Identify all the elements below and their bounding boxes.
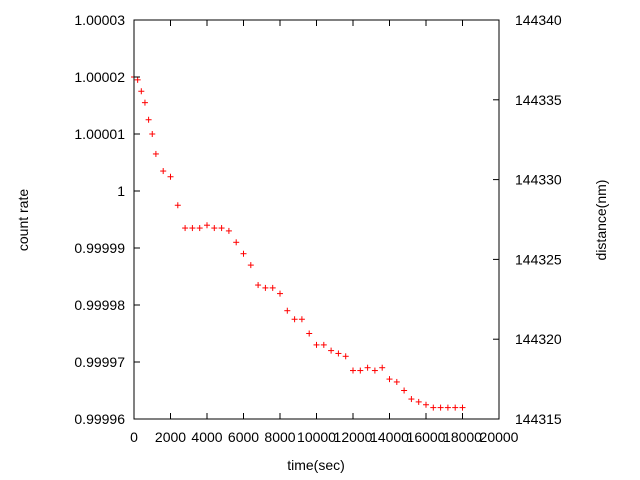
data-point [211,225,218,232]
y-tick-label: 1.00002 [74,69,125,85]
data-point [371,367,378,374]
data-point [313,341,320,348]
data-point [134,76,141,83]
data-point [452,404,459,411]
y2-tick-label: 144325 [515,251,562,267]
x-tick-label: 2000 [155,429,186,445]
x-axis: 0 2000 4000 6000 8000 10000120001400016000180… [130,20,519,445]
data-point [298,316,305,323]
data-point [269,284,276,291]
y-tick-label: 0.99996 [74,411,125,427]
y-axis-label: count rate [15,189,31,251]
x-tick-label: 10000 [297,429,336,445]
data-point [277,290,283,297]
data-point [386,376,393,383]
data-point [335,350,342,357]
data-point [459,404,466,411]
data-point [240,250,247,257]
data-point [364,364,371,371]
y2-tick-label: 144320 [515,331,562,347]
data-point [149,131,156,137]
data-point [167,173,174,180]
data-point [291,316,298,323]
data-point [204,222,210,229]
data-point [284,307,291,314]
data-point [320,341,327,348]
x-tick-label: 14000 [370,429,409,445]
data-point [160,168,167,175]
data-point [401,387,408,394]
y2-tick-label: 144340 [515,12,562,28]
data-point [379,364,386,371]
x-tick-label: 12000 [334,429,373,445]
data-points [131,74,466,411]
x-tick-label: 0 [130,429,138,445]
data-point [430,404,437,411]
y-tick-label: 1.00001 [74,126,125,142]
plot-frame [133,19,500,420]
data-point [182,225,189,232]
x-tick-label: 16000 [407,429,446,445]
y-axis-left: 0.99996 0.99997 0.99998 0.99999 1 1.00001 1.00… [74,12,140,427]
data-point [408,396,415,403]
data-point [145,116,152,123]
data-point [189,225,196,232]
data-point [233,239,240,246]
y-tick-label: 1.00003 [74,12,125,28]
data-point [152,150,159,157]
x-tick-label: 6000 [228,429,259,445]
data-point [423,401,429,408]
y-tick-label: 0.99998 [74,297,125,313]
y2-tick-label: 144330 [515,172,562,188]
x-tick-label: 20000 [480,429,519,445]
y2-axis-label: distance(nm) [593,180,609,261]
data-point [415,398,422,405]
data-point [342,353,349,360]
data-point [255,282,262,289]
x-tick-label: 18000 [443,429,482,445]
y2-tick-label: 144315 [515,411,562,427]
y-tick-label: 1 [117,183,125,199]
x-tick-label: 8000 [264,429,295,445]
data-point [350,367,356,374]
y2-tick-label: 144335 [515,92,562,108]
y-tick-label: 0.99997 [74,354,125,370]
data-point [196,225,203,232]
data-point [444,404,451,411]
data-point [262,284,269,291]
x-axis-label: time(sec) [287,457,345,473]
y-tick-label: 0.99999 [74,240,125,256]
data-point [225,227,232,234]
data-point [393,378,400,385]
data-point [306,330,313,337]
data-point [174,202,181,209]
data-point [218,225,225,232]
x-tick-label: 4000 [191,429,222,445]
data-point [141,99,148,106]
data-point [247,262,254,269]
data-point [138,88,145,95]
data-point [437,404,444,411]
data-point [328,347,335,354]
data-point [357,367,364,374]
y-axis-right: 144315 144320 144325 144330 144335 144340 [493,12,562,427]
